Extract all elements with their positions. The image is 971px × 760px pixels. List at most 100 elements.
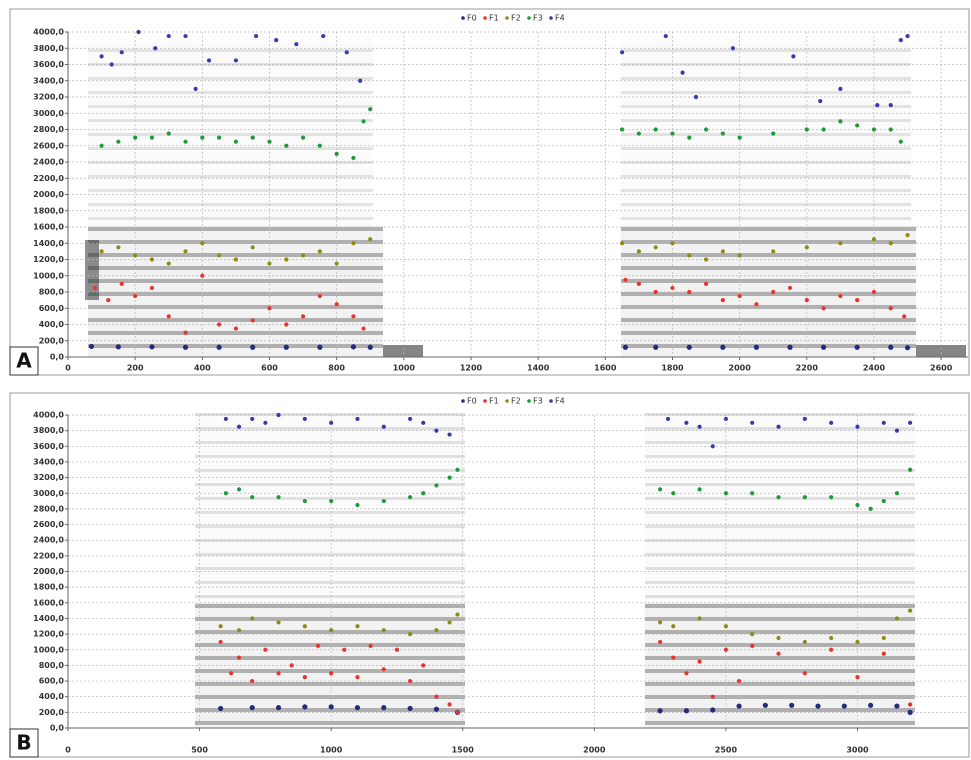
- data-point: [802, 671, 807, 676]
- data-point: [321, 33, 326, 39]
- data-point: [250, 416, 255, 422]
- data-point: [804, 245, 809, 250]
- data-point: [894, 491, 900, 496]
- data-point: [342, 647, 347, 652]
- data-point: [804, 127, 809, 132]
- data-point: [802, 495, 807, 500]
- data-point: [300, 135, 306, 140]
- data-point: [133, 293, 138, 299]
- data-point: [447, 475, 452, 480]
- x-tick-label: 400: [194, 364, 211, 373]
- data-point: [334, 261, 339, 266]
- y-tick-label: 400,0: [39, 320, 65, 329]
- data-point: [658, 487, 663, 492]
- data-point: [908, 420, 913, 425]
- data-point: [206, 58, 212, 63]
- data-point: [182, 344, 189, 350]
- data-point: [149, 344, 155, 350]
- data-point: [447, 432, 452, 437]
- x-tick-label: 600: [261, 364, 278, 373]
- data-point: [687, 135, 692, 140]
- data-point: [250, 495, 255, 500]
- data-point: [355, 624, 360, 629]
- data-point: [905, 233, 910, 238]
- data-point: [200, 241, 205, 246]
- data-point: [434, 483, 439, 488]
- data-point: [233, 257, 239, 262]
- x-tick-label: 1600: [594, 364, 617, 373]
- data-point: [697, 424, 702, 429]
- data-point: [250, 318, 255, 323]
- data-point: [300, 314, 306, 319]
- data-point: [623, 277, 628, 282]
- data-point: [302, 675, 307, 680]
- data-point: [408, 416, 413, 422]
- y-tick-label: 2000,0: [33, 567, 64, 576]
- legend: F0 F1 F2 F3 F4: [461, 397, 565, 406]
- data-point: [723, 491, 728, 496]
- data-point: [149, 285, 155, 291]
- data-point: [200, 135, 205, 140]
- y-tick-label: 3600,0: [33, 60, 64, 69]
- data-point: [787, 344, 793, 350]
- data-point: [829, 420, 834, 425]
- data-point: [351, 241, 356, 246]
- data-point: [329, 498, 334, 504]
- data-point: [329, 628, 334, 633]
- data-point: [284, 143, 289, 148]
- data-point: [253, 33, 259, 39]
- data-point: [868, 506, 873, 511]
- data-point: [871, 237, 877, 242]
- data-point: [683, 708, 690, 714]
- data-point: [302, 624, 307, 629]
- data-point: [250, 616, 255, 621]
- data-point: [855, 298, 860, 303]
- y-tick-label: 3400,0: [33, 457, 64, 466]
- y-tick-label: 3600,0: [33, 442, 64, 451]
- data-point: [368, 107, 373, 112]
- data-point: [750, 632, 755, 637]
- data-point: [99, 143, 104, 148]
- data-point: [351, 155, 356, 161]
- data-point: [838, 119, 843, 124]
- legend-label: F4: [555, 397, 565, 406]
- data-point: [99, 54, 104, 59]
- y-tick-label: 400,0: [39, 692, 65, 701]
- data-point: [236, 628, 242, 633]
- data-point: [334, 302, 339, 307]
- data-point: [670, 131, 675, 136]
- data-point: [136, 29, 141, 35]
- legend-swatch: [483, 399, 487, 403]
- data-point: [653, 245, 658, 250]
- data-point: [216, 344, 222, 350]
- data-point: [888, 241, 893, 246]
- data-point: [434, 628, 439, 633]
- data-point: [737, 253, 742, 258]
- data-point: [620, 127, 625, 132]
- data-point: [355, 675, 360, 680]
- data-point: [854, 344, 860, 350]
- data-point: [855, 639, 860, 645]
- x-tick-label: 2200: [796, 364, 819, 373]
- data-point: [720, 344, 726, 350]
- x-tick-label: 500: [191, 746, 208, 755]
- data-point: [697, 487, 702, 492]
- data-point: [434, 694, 439, 699]
- y-tick-label: 600,0: [39, 304, 65, 313]
- data-point: [820, 344, 827, 350]
- data-point: [737, 135, 742, 140]
- legend-label: F3: [533, 14, 543, 23]
- data-point: [821, 306, 826, 311]
- data-point: [276, 671, 281, 676]
- y-tick-label: 3000,0: [33, 489, 64, 498]
- data-point: [829, 635, 834, 641]
- data-point: [636, 281, 641, 286]
- data-point: [703, 257, 709, 262]
- data-point: [284, 257, 289, 262]
- data-point: [355, 502, 360, 508]
- y-tick-label: 0,0: [50, 724, 65, 733]
- x-tick-label: 2000: [729, 364, 752, 373]
- data-point: [361, 326, 366, 331]
- data-point: [720, 298, 725, 303]
